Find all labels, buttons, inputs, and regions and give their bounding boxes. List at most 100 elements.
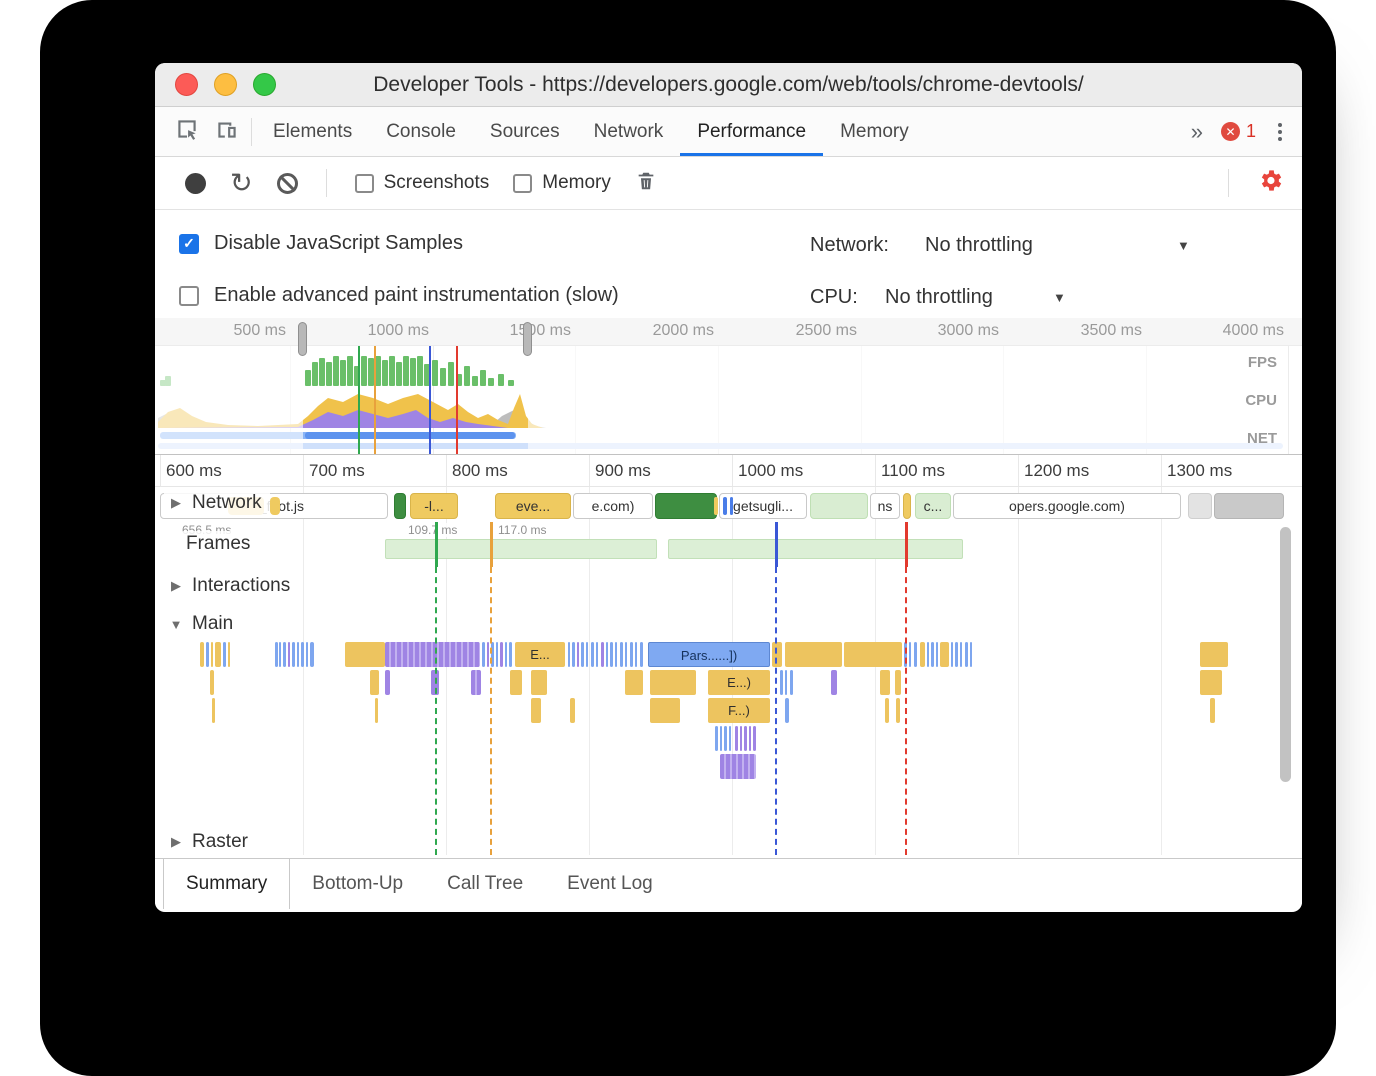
flame-event[interactable] — [572, 642, 575, 667]
network-request-bar[interactable] — [655, 493, 717, 519]
device-toolbar-button[interactable] — [207, 112, 247, 152]
tab-memory[interactable]: Memory — [840, 120, 909, 142]
network-request-bar[interactable]: opers.google.com) — [953, 493, 1181, 519]
flame-event[interactable] — [729, 726, 731, 751]
flame-event[interactable] — [744, 726, 747, 751]
flame-event[interactable] — [586, 642, 588, 667]
flame-event[interactable] — [496, 642, 498, 667]
flame-event[interactable] — [288, 642, 290, 667]
flame-event[interactable] — [951, 642, 953, 667]
track-interactions[interactable]: Interactions — [164, 573, 299, 599]
flame-event[interactable] — [749, 726, 751, 751]
selection-handle-right[interactable] — [523, 322, 532, 356]
flame-event[interactable] — [531, 698, 541, 723]
flame-event[interactable] — [385, 670, 390, 695]
network-request-bar[interactable]: ns — [870, 493, 900, 519]
flame-event[interactable] — [844, 642, 902, 667]
tab-sources[interactable]: Sources — [489, 120, 560, 142]
capture-settings-button[interactable] — [1257, 167, 1284, 199]
flame-event[interactable] — [1210, 698, 1215, 723]
zoom-window-button[interactable] — [253, 73, 276, 96]
network-request-bar[interactable] — [1214, 493, 1284, 519]
flame-event[interactable] — [375, 698, 378, 723]
track-network[interactable]: Network — [164, 490, 270, 516]
selection-handle-left[interactable] — [298, 322, 307, 356]
menu-dots-button[interactable] — [1274, 119, 1286, 145]
flame-event[interactable] — [640, 642, 643, 667]
flame-event[interactable] — [275, 642, 278, 667]
frame-bar[interactable] — [668, 539, 963, 559]
flame-event[interactable] — [914, 642, 917, 667]
flame-event[interactable] — [223, 642, 226, 667]
flame-event[interactable] — [940, 642, 949, 667]
flame-event[interactable] — [753, 726, 756, 751]
flame-event[interactable] — [279, 642, 281, 667]
bottom-tab-bottom-up[interactable]: Bottom-Up — [312, 873, 404, 894]
flame-event[interactable] — [927, 642, 929, 667]
track-raster[interactable]: Raster — [164, 829, 256, 855]
flame-event[interactable] — [920, 642, 925, 667]
tab-console[interactable]: Console — [386, 120, 456, 142]
flame-event[interactable] — [370, 670, 379, 695]
flame-event[interactable] — [345, 642, 385, 667]
flame-event[interactable] — [650, 670, 696, 695]
flame-event[interactable] — [625, 642, 627, 667]
flame-event[interactable] — [1200, 670, 1222, 695]
network-request-bar[interactable]: eve... — [495, 493, 571, 519]
flame-event[interactable] — [735, 726, 738, 751]
flame-event[interactable] — [831, 670, 837, 695]
flame-event[interactable] — [385, 642, 480, 667]
flame-event[interactable] — [606, 642, 608, 667]
flame-event[interactable] — [650, 698, 680, 723]
flame-event[interactable] — [785, 670, 787, 695]
network-throttling-arrow-icon[interactable] — [1177, 238, 1190, 253]
flame-event[interactable] — [885, 698, 889, 723]
disable-js-samples-checkbox[interactable] — [179, 233, 199, 254]
memory-toggle[interactable]: Memory — [513, 172, 611, 194]
flame-event[interactable] — [591, 642, 594, 667]
flame-event[interactable] — [292, 642, 295, 667]
flame-event[interactable] — [601, 642, 604, 667]
flame-event[interactable] — [471, 670, 481, 695]
flame-event[interactable] — [211, 642, 213, 667]
frame-bar[interactable] — [385, 539, 657, 559]
network-request-bar[interactable] — [723, 497, 727, 515]
flame-event[interactable] — [505, 642, 507, 667]
network-request-bar[interactable] — [270, 497, 280, 515]
flame-event[interactable] — [487, 642, 489, 667]
vertical-scrollbar[interactable] — [1280, 527, 1291, 782]
flame-event[interactable] — [297, 642, 299, 667]
flame-event[interactable]: E... — [515, 642, 565, 667]
flame-event[interactable] — [630, 642, 633, 667]
flame-event[interactable] — [772, 642, 782, 667]
flame-event[interactable] — [577, 642, 579, 667]
overview-pane[interactable]: 500 ms 1000 ms 1500 ms 2000 ms 2500 ms 3000 m… — [155, 318, 1302, 455]
flame-event[interactable] — [895, 670, 901, 695]
tab-network[interactable]: Network — [593, 120, 664, 142]
reload-record-button[interactable] — [230, 170, 253, 197]
network-request-bar[interactable]: getsugli... — [719, 493, 807, 519]
flame-event[interactable] — [1200, 642, 1228, 667]
minimize-window-button[interactable] — [214, 73, 237, 96]
flame-event[interactable] — [620, 642, 623, 667]
more-tabs-button[interactable]: » — [1190, 118, 1203, 144]
advanced-paint-option[interactable]: Enable advanced paint instrumentation (s… — [179, 284, 619, 307]
network-request-bar[interactable] — [810, 493, 868, 519]
screenshots-toggle[interactable]: Screenshots — [354, 172, 489, 194]
flame-event[interactable] — [740, 726, 742, 751]
flame-event[interactable] — [785, 642, 842, 667]
flame-event[interactable] — [491, 642, 494, 667]
flame-event[interactable] — [965, 642, 968, 667]
flame-event[interactable] — [310, 642, 314, 667]
flame-event[interactable] — [531, 670, 547, 695]
flame-event[interactable] — [200, 642, 204, 667]
flame-event[interactable]: F...) — [708, 698, 770, 723]
bottom-tab-event-log[interactable]: Event Log — [567, 873, 653, 894]
flame-event[interactable] — [790, 670, 793, 695]
flame-event[interactable] — [635, 642, 637, 667]
garbage-collect-button[interactable] — [635, 169, 657, 198]
bottom-tab-call-tree[interactable]: Call Tree — [447, 873, 524, 894]
flame-event[interactable] — [215, 642, 221, 667]
screenshots-checkbox[interactable] — [354, 173, 374, 193]
flame-event[interactable]: E...) — [708, 670, 770, 695]
